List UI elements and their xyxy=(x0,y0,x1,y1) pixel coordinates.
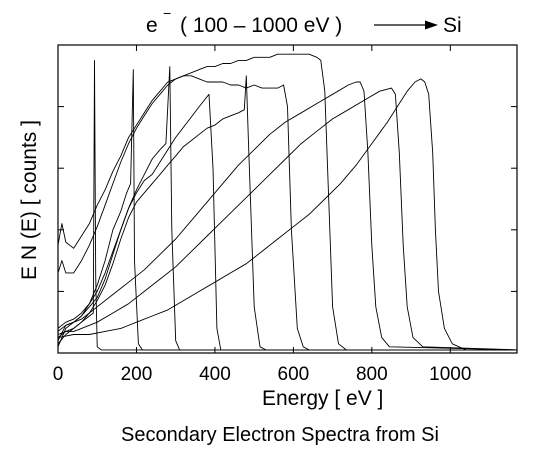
spectrum-line-900ev xyxy=(57,87,518,351)
chart-title-suffix: Si xyxy=(443,14,462,37)
x-tick-labels: 0 200 400 600 800 1000 xyxy=(53,364,472,385)
x-tick-label: 0 xyxy=(53,364,64,385)
chart-caption: Secondary Electron Spectra from Si xyxy=(121,424,439,446)
x-tick-label: 600 xyxy=(278,364,310,385)
x-tick-label: 800 xyxy=(356,364,388,385)
x-tick-label: 1000 xyxy=(429,364,471,385)
x-tick-label: 200 xyxy=(121,364,153,385)
axis-ticks xyxy=(57,45,517,353)
spectrum-line-100ev xyxy=(57,59,517,351)
y-axis-label: E N (E) [ counts ] xyxy=(18,120,41,280)
chart-title-main: ( 100 – 1000 eV ) xyxy=(180,14,342,37)
spectrum-line-300ev xyxy=(57,66,517,351)
spectrum-line-400ev xyxy=(57,93,517,351)
chart-title-superscript: − xyxy=(163,5,171,21)
x-axis-label: Energy [ eV ] xyxy=(262,387,383,410)
series-group xyxy=(57,53,518,351)
spectrum-line-1000ev xyxy=(57,78,517,351)
plot-frame xyxy=(57,44,518,354)
spectrum-line-800ev xyxy=(57,81,518,351)
title-arrow xyxy=(374,20,438,30)
spectrum-line-700ev xyxy=(57,53,517,351)
spectrum-line-600ev xyxy=(57,75,517,351)
chart-title-prefix: e xyxy=(146,14,158,37)
spectrum-line-500ev xyxy=(57,75,517,351)
x-tick-label: 400 xyxy=(199,364,231,385)
